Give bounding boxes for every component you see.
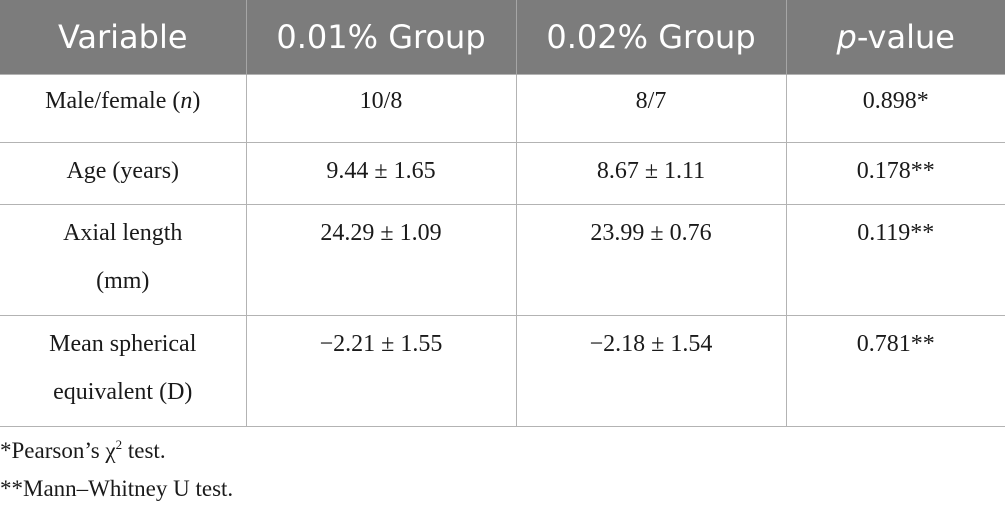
table-row: Mean spherical equivalent (D) −2.21 ± 1.5… — [0, 315, 1005, 427]
table-header: Variable 0.01% Group 0.02% Group p-value — [0, 0, 1005, 75]
row-label-italic: n — [180, 88, 193, 114]
header-pvalue-rest: -value — [856, 18, 955, 56]
header-group-001: 0.01% Group — [246, 0, 517, 75]
cell-group1-sex: 10/8 — [245, 74, 517, 143]
cell-pvalue-mse: 0.781** — [785, 315, 1005, 427]
cell-pvalue-axial-length: 0.119** — [785, 204, 1005, 316]
header-row: Variable 0.01% Group 0.02% Group p-value — [0, 0, 1005, 75]
demographics-table: Variable 0.01% Group 0.02% Group p-value… — [0, 0, 1005, 427]
row-label-line1: Axial length — [63, 220, 183, 246]
table-row: Age (years) 9.44 ± 1.65 8.67 ± 1.11 0.17… — [0, 142, 1005, 205]
header-group-002: 0.02% Group — [516, 0, 787, 75]
row-label-axial-length: Axial length (mm) — [0, 204, 247, 316]
row-label-sex: Male/female (n) — [0, 74, 247, 143]
footnote-mann-whitney: **Mann–Whitney U test. — [0, 476, 234, 501]
table-row: Male/female (n) 10/8 8/7 0.898* — [0, 74, 1005, 143]
cell-group1-age: 9.44 ± 1.65 — [245, 142, 517, 205]
row-label-mse: Mean spherical equivalent (D) — [0, 315, 247, 427]
cell-group2-mse: −2.18 ± 1.54 — [515, 315, 787, 427]
cell-group1-axial-length: 24.29 ± 1.09 — [245, 204, 517, 316]
header-variable: Variable — [0, 0, 247, 75]
row-label-end: ) — [192, 88, 201, 114]
row-label-text: Male/female ( — [45, 88, 181, 114]
row-label-line2: equivalent (D) — [53, 379, 193, 405]
table-row: Axial length (mm) 24.29 ± 1.09 23.99 ± 0.… — [0, 204, 1005, 316]
row-label-line1: Mean spherical — [49, 331, 197, 357]
footnote-pearson-suffix: test. — [122, 438, 166, 463]
table-body: Male/female (n) 10/8 8/7 0.898* Age (yea… — [0, 74, 1005, 427]
footnote-pearson-text: *Pearson’s χ — [0, 438, 116, 463]
header-pvalue: p-value — [786, 0, 1005, 75]
row-label-age: Age (years) — [0, 142, 247, 205]
footnote-pearson-sup: 2 — [115, 437, 123, 452]
cell-group2-age: 8.67 ± 1.11 — [515, 142, 787, 205]
cell-pvalue-age: 0.178** — [785, 142, 1005, 205]
table-footnotes: *Pearson’s χ2 test. **Mann–Whitney U tes… — [0, 432, 233, 508]
cell-group2-sex: 8/7 — [515, 74, 787, 143]
cell-group2-axial-length: 23.99 ± 0.76 — [515, 204, 787, 316]
cell-pvalue-sex: 0.898* — [785, 74, 1005, 143]
row-label-line2: (mm) — [96, 268, 150, 294]
cell-group1-mse: −2.21 ± 1.55 — [245, 315, 517, 427]
header-pvalue-italic: p — [836, 18, 857, 56]
footnote-pearson: *Pearson’s χ2 test. — [0, 432, 233, 470]
